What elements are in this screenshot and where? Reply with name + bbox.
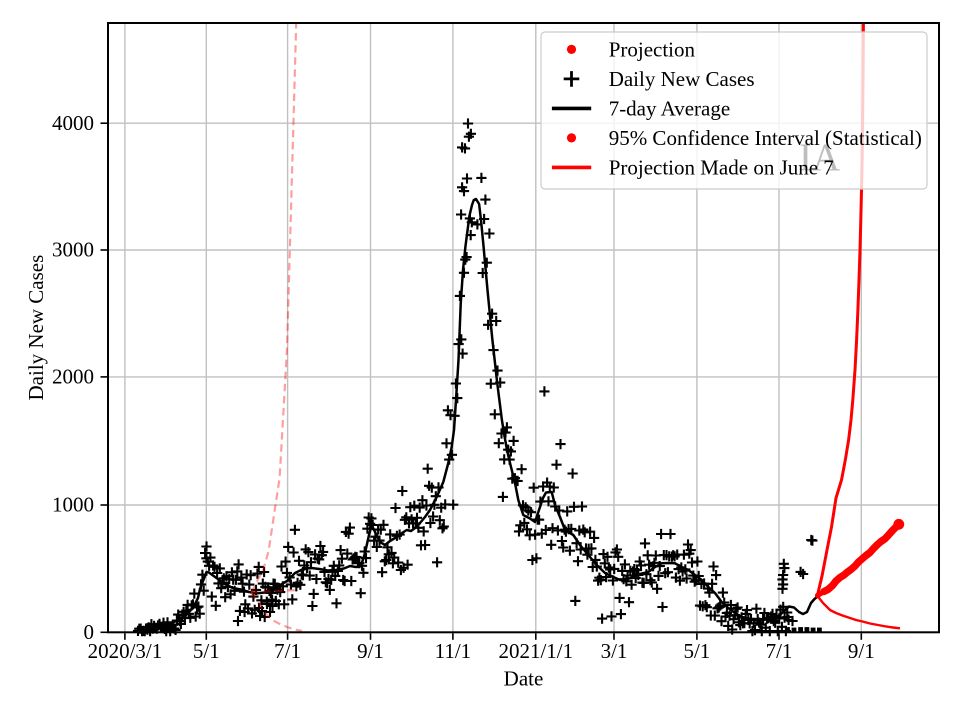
svg-text:5/1: 5/1 — [193, 639, 220, 663]
svg-text:9/1: 9/1 — [357, 639, 384, 663]
svg-text:9/1: 9/1 — [848, 639, 875, 663]
svg-text:7/1: 7/1 — [274, 639, 301, 663]
svg-text:Projection Made on June 7: Projection Made on June 7 — [609, 155, 834, 179]
svg-text:2000: 2000 — [52, 365, 94, 389]
svg-text:IA: IA — [799, 136, 840, 179]
svg-text:Projection: Projection — [609, 37, 696, 61]
svg-text:95% Confidence Interval (Stati: 95% Confidence Interval (Statistical) — [609, 126, 922, 150]
svg-text:3/1: 3/1 — [601, 639, 628, 663]
svg-text:Daily New Cases: Daily New Cases — [24, 255, 48, 401]
svg-text:11/1: 11/1 — [435, 639, 472, 663]
svg-text:2021/1/1: 2021/1/1 — [498, 639, 573, 663]
svg-text:4000: 4000 — [52, 111, 94, 135]
svg-text:5/1: 5/1 — [683, 639, 710, 663]
svg-text:1000: 1000 — [52, 493, 94, 517]
svg-text:7-day Average: 7-day Average — [609, 96, 730, 120]
svg-text:7/1: 7/1 — [766, 639, 793, 663]
svg-text:3000: 3000 — [52, 238, 94, 262]
svg-text:Daily New Cases: Daily New Cases — [609, 67, 755, 91]
svg-text:2020/3/1: 2020/3/1 — [88, 639, 163, 663]
svg-text:0: 0 — [84, 620, 95, 644]
svg-text:Date: Date — [504, 667, 544, 691]
